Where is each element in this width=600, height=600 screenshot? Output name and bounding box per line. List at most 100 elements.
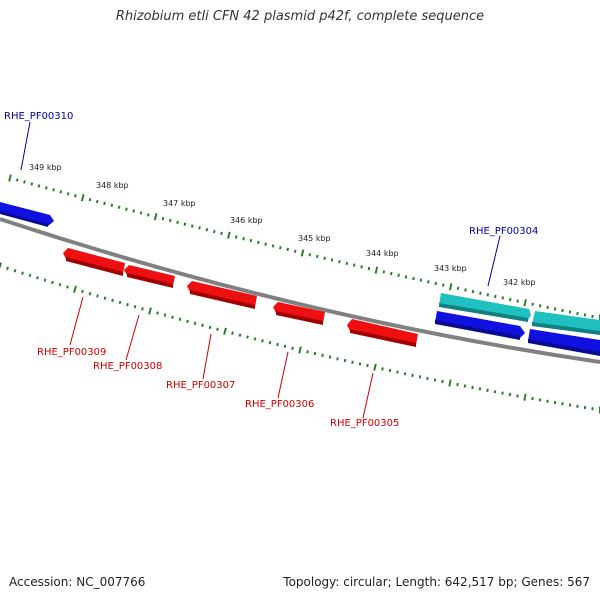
gene-labels: RHE_PF00310 RHE_PF00304 RHE_PF00309 RHE_… <box>4 111 538 429</box>
minor-tick <box>253 337 257 341</box>
minor-tick <box>125 207 128 211</box>
minor-tick <box>508 392 512 397</box>
minor-tick <box>568 310 572 314</box>
reverse-genes <box>63 248 418 347</box>
gene-arrow-reverse[interactable] <box>124 265 175 288</box>
gene-arrow-forward-alt[interactable] <box>532 311 600 335</box>
minor-tick <box>58 283 62 287</box>
minor-tick <box>531 396 534 401</box>
major-tick <box>298 346 302 354</box>
minor-tick <box>330 258 334 262</box>
minor-tick <box>591 314 594 319</box>
major-tick <box>223 327 227 335</box>
gene-arrow-forward[interactable] <box>0 202 54 227</box>
minor-tick <box>338 259 341 264</box>
scale-labels: 349 kbp 348 kbp 347 kbp 346 kbp 345 kbp … <box>29 163 536 287</box>
map-title: Rhizobium etli CFN 42 plasmid p42f, comp… <box>115 9 485 24</box>
minor-tick <box>178 317 182 321</box>
minor-tick <box>516 299 519 303</box>
minor-tick <box>23 180 26 184</box>
minor-tick <box>238 333 242 337</box>
gene-arrow-reverse[interactable] <box>187 281 257 309</box>
minor-tick <box>478 387 482 391</box>
scale-label: 347 kbp <box>163 199 196 208</box>
gene-label[interactable]: RHE_PF00309 <box>37 347 106 358</box>
minor-tick <box>161 216 165 221</box>
minor-tick <box>286 247 290 252</box>
gene-label[interactable]: RHE_PF00308 <box>93 361 162 372</box>
gene-arrow-reverse[interactable] <box>273 302 325 325</box>
minor-tick <box>126 302 129 307</box>
minor-tick <box>345 261 349 266</box>
minor-tick <box>291 346 294 350</box>
minor-tick <box>501 391 504 395</box>
minor-tick <box>88 197 92 202</box>
minor-tick <box>268 340 272 345</box>
minor-tick <box>66 285 69 289</box>
gene-label[interactable]: RHE_PF00310 <box>4 111 73 122</box>
minor-tick <box>426 376 429 381</box>
gene-arrow-forward[interactable] <box>528 329 600 356</box>
minor-tick <box>561 308 564 313</box>
gene-arrow-forward-alt[interactable] <box>439 293 531 322</box>
accession-text: Accession: NC_007766 <box>9 575 146 589</box>
minor-tick <box>103 296 107 300</box>
minor-tick <box>441 283 445 287</box>
minor-tick <box>220 231 223 236</box>
minor-tick <box>553 400 557 405</box>
minor-tick <box>74 194 77 198</box>
minor-tick <box>156 311 159 315</box>
minor-tick <box>141 307 144 311</box>
minor-tick <box>411 373 414 377</box>
gene-label[interactable]: RHE_PF00306 <box>245 399 314 410</box>
minor-tick <box>486 293 490 297</box>
minor-tick <box>388 368 392 373</box>
scale-label: 349 kbp <box>29 163 62 172</box>
minor-tick <box>381 367 384 371</box>
major-tick <box>227 231 231 239</box>
minor-tick <box>132 209 136 213</box>
minor-tick <box>343 358 347 363</box>
minor-tick <box>293 249 297 253</box>
major-tick <box>523 393 527 401</box>
gene-arrow-reverse[interactable] <box>347 319 418 347</box>
forward-genes <box>0 202 600 356</box>
major-tick <box>448 379 452 387</box>
scale-label: 346 kbp <box>230 216 263 225</box>
minor-tick <box>456 286 460 291</box>
minor-tick <box>264 242 267 246</box>
gene-arrow-reverse[interactable] <box>63 248 125 276</box>
gene-label[interactable]: RHE_PF00307 <box>166 380 235 391</box>
gene-label[interactable]: RHE_PF00305 <box>330 418 399 429</box>
scale-label: 342 kbp <box>503 278 536 287</box>
minor-tick <box>44 186 48 190</box>
gene-arrow-forward[interactable] <box>435 311 525 340</box>
major-tick <box>300 249 305 257</box>
minor-tick <box>479 291 482 295</box>
minor-tick <box>139 211 143 215</box>
minor-tick <box>96 294 99 298</box>
minor-tick <box>360 265 363 269</box>
minor-tick <box>463 384 467 388</box>
major-tick <box>148 307 152 315</box>
minor-tick <box>508 297 512 302</box>
minor-tick <box>271 244 275 248</box>
major-tick <box>373 363 377 371</box>
major-tick <box>523 299 527 307</box>
minor-tick <box>546 399 549 403</box>
minor-tick <box>249 238 253 243</box>
minor-tick <box>37 184 41 188</box>
minor-tick <box>397 273 400 277</box>
major-tick <box>448 283 453 291</box>
major-tick <box>0 262 3 270</box>
minor-tick <box>103 201 106 206</box>
minor-tick <box>308 253 312 257</box>
minor-tick <box>176 220 179 225</box>
scale-label: 348 kbp <box>96 181 129 190</box>
major-tick <box>153 213 158 221</box>
minor-tick <box>216 327 219 331</box>
minor-tick <box>494 294 497 299</box>
gene-label[interactable]: RHE_PF00304 <box>469 226 538 237</box>
minor-tick <box>183 222 187 226</box>
minor-tick <box>66 192 70 196</box>
